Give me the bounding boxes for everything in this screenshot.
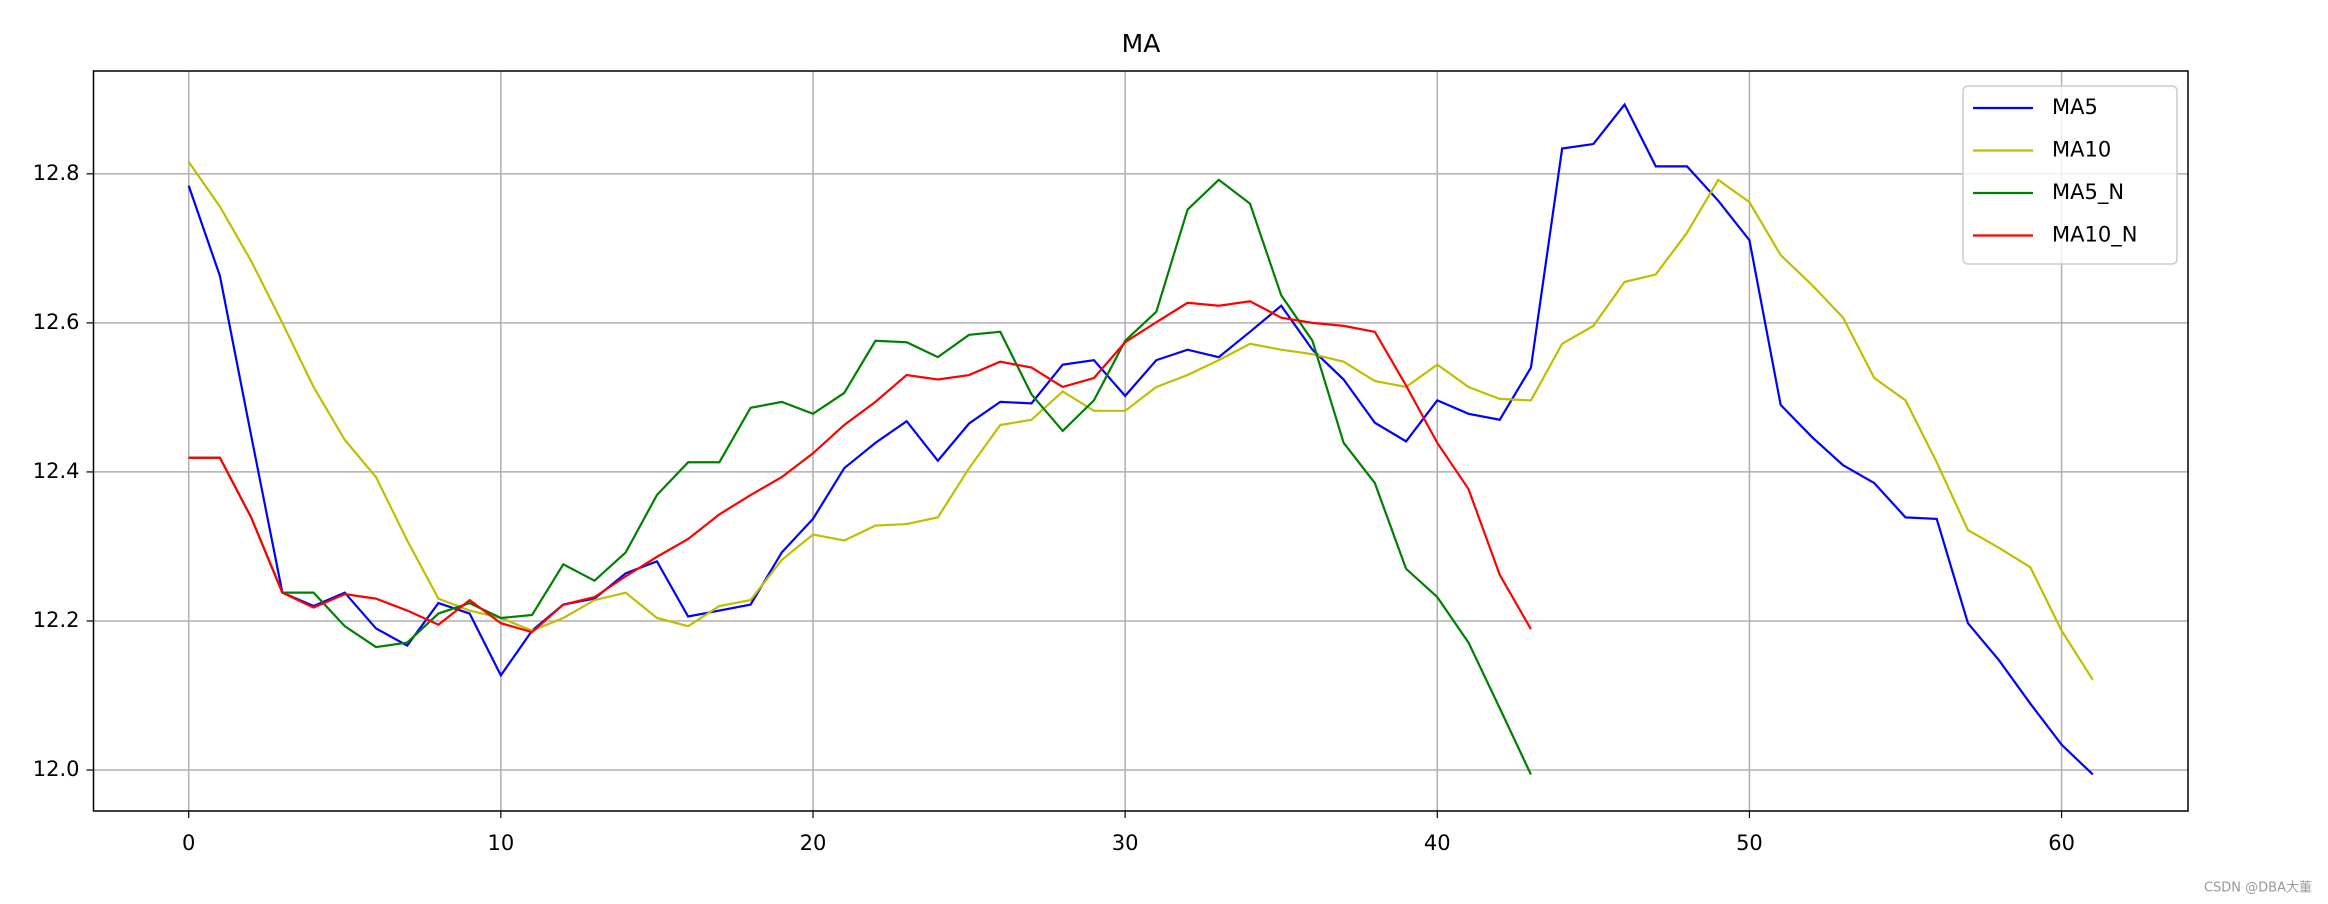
- legend-label: MA5: [2052, 95, 2098, 119]
- y-tick-label: 12.0: [33, 757, 80, 781]
- y-tick-label: 12.2: [33, 608, 80, 632]
- plot-frame: [92, 70, 2189, 812]
- watermark: CSDN @DBA大董: [2204, 881, 2312, 896]
- x-tick-label: 10: [487, 831, 514, 855]
- legend-label: MA5_N: [2052, 180, 2124, 205]
- line-series: [188, 178, 1532, 775]
- x-tick-label: 0: [182, 831, 195, 855]
- y-tick-label: 12.8: [33, 161, 80, 185]
- legend-label: MA10: [2052, 138, 2111, 162]
- line-series: [188, 300, 1532, 634]
- y-tick-label: 12.6: [33, 310, 80, 334]
- x-tick-label: 20: [800, 831, 827, 855]
- x-tick-label: 50: [1736, 831, 1763, 855]
- legend-box: [1962, 85, 2178, 265]
- x-tick-label: 40: [1424, 831, 1451, 855]
- x-tick-label: 60: [2048, 831, 2075, 855]
- y-tick-label: 12.4: [33, 459, 80, 483]
- line-series: [187, 161, 2094, 681]
- line-series: [187, 102, 2094, 776]
- legend-label: MA10_N: [2052, 223, 2137, 248]
- x-tick-label: 30: [1112, 831, 1139, 855]
- chart-title: MA: [1122, 29, 1161, 58]
